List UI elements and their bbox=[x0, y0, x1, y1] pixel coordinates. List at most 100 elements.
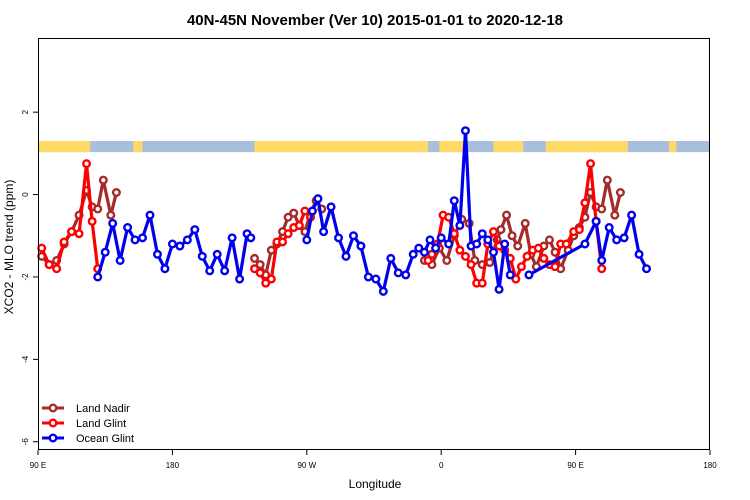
data-point bbox=[93, 204, 103, 214]
data-point bbox=[642, 264, 652, 274]
data-point bbox=[496, 225, 506, 235]
data-point bbox=[483, 235, 493, 245]
x-tick-label: 180 bbox=[703, 461, 717, 470]
series-line bbox=[426, 162, 604, 285]
data-point bbox=[477, 229, 487, 239]
legend-item: Land Glint bbox=[42, 418, 126, 430]
series-line bbox=[528, 213, 648, 277]
data-point bbox=[67, 227, 77, 237]
data-point bbox=[82, 159, 92, 169]
series-ocean-glint bbox=[93, 126, 652, 296]
band-land-segment bbox=[493, 141, 524, 153]
data-point bbox=[160, 264, 170, 274]
x-tick-label: 90 E bbox=[30, 461, 46, 470]
data-point bbox=[507, 231, 517, 241]
data-point bbox=[604, 223, 614, 233]
data-point bbox=[313, 194, 323, 204]
data-point bbox=[502, 210, 512, 220]
surface-type-band bbox=[38, 141, 710, 153]
data-point bbox=[494, 284, 504, 294]
data-point bbox=[138, 233, 148, 243]
data-point bbox=[294, 220, 304, 230]
data-point bbox=[425, 235, 435, 245]
data-point bbox=[513, 241, 523, 251]
data-point bbox=[363, 272, 373, 282]
data-point bbox=[59, 237, 69, 247]
data-point bbox=[227, 233, 237, 243]
y-axis-label: XCO2 - MLO trend (ppm) bbox=[2, 180, 16, 315]
data-point bbox=[44, 260, 54, 270]
data-point bbox=[235, 274, 245, 284]
data-point bbox=[93, 272, 103, 282]
data-point bbox=[175, 241, 185, 251]
data-point bbox=[307, 206, 317, 216]
x-tick-label: 180 bbox=[166, 461, 180, 470]
legend-label: Land Nadir bbox=[76, 403, 130, 415]
data-point bbox=[477, 278, 487, 288]
data-point bbox=[246, 233, 256, 243]
data-point bbox=[580, 239, 590, 249]
legend-item: Land Nadir bbox=[42, 403, 130, 415]
data-point bbox=[261, 278, 271, 288]
legend-swatch-marker bbox=[48, 418, 58, 428]
data-point bbox=[460, 126, 470, 136]
data-point bbox=[423, 255, 433, 265]
data-point bbox=[356, 241, 366, 251]
data-point bbox=[319, 227, 329, 237]
data-point bbox=[472, 239, 482, 249]
x-tick-label: 90 W bbox=[297, 461, 316, 470]
data-point bbox=[123, 223, 133, 233]
data-point bbox=[597, 264, 607, 274]
data-point bbox=[250, 253, 260, 263]
data-point bbox=[266, 245, 276, 255]
data-point bbox=[371, 274, 381, 284]
data-point bbox=[427, 249, 437, 259]
x-axis: 90 E 180 90 W 0 90 E 180 bbox=[30, 450, 717, 470]
y-tick-label: 2 bbox=[21, 109, 30, 114]
data-point bbox=[597, 255, 607, 265]
data-point bbox=[152, 249, 162, 259]
band-land-segment bbox=[545, 141, 628, 153]
data-point bbox=[300, 206, 310, 216]
data-point bbox=[522, 251, 532, 261]
data-point bbox=[485, 258, 495, 268]
data-point bbox=[442, 255, 452, 265]
data-point bbox=[302, 235, 312, 245]
data-point bbox=[414, 243, 424, 253]
y-axis: -6 -4 -2 0 2 bbox=[21, 109, 38, 445]
x-axis-label: Longitude bbox=[349, 477, 402, 491]
data-point bbox=[634, 249, 644, 259]
data-point bbox=[250, 264, 260, 274]
data-point bbox=[341, 251, 351, 261]
data-point bbox=[182, 235, 192, 245]
y-tick-label: -4 bbox=[21, 355, 30, 363]
data-point bbox=[466, 260, 476, 270]
data-point bbox=[505, 270, 515, 280]
data-point bbox=[378, 286, 388, 296]
data-point bbox=[393, 268, 403, 278]
x-tick-label: 0 bbox=[439, 461, 444, 470]
data-point bbox=[586, 159, 596, 169]
x-tick-label: 90 E bbox=[567, 461, 583, 470]
data-point bbox=[190, 225, 200, 235]
data-point bbox=[520, 218, 530, 228]
data-point bbox=[516, 262, 526, 272]
data-point bbox=[561, 239, 571, 249]
legend-swatch-marker bbox=[48, 403, 58, 413]
data-point bbox=[37, 243, 47, 253]
band-land-segment bbox=[133, 141, 143, 153]
data-point bbox=[130, 235, 140, 245]
data-point bbox=[108, 218, 118, 228]
band-land-segment bbox=[668, 141, 677, 153]
legend-item: Ocean Glint bbox=[42, 433, 134, 445]
data-point bbox=[111, 187, 121, 197]
data-point bbox=[266, 274, 276, 284]
data-point bbox=[544, 235, 554, 245]
chart-title: 40N-45N November (Ver 10) 2015-01-01 to … bbox=[187, 12, 563, 29]
data-point bbox=[488, 227, 498, 237]
series-line bbox=[40, 162, 100, 271]
data-point bbox=[98, 175, 108, 185]
data-point bbox=[205, 266, 215, 276]
data-point bbox=[612, 235, 622, 245]
data-point bbox=[408, 249, 418, 259]
